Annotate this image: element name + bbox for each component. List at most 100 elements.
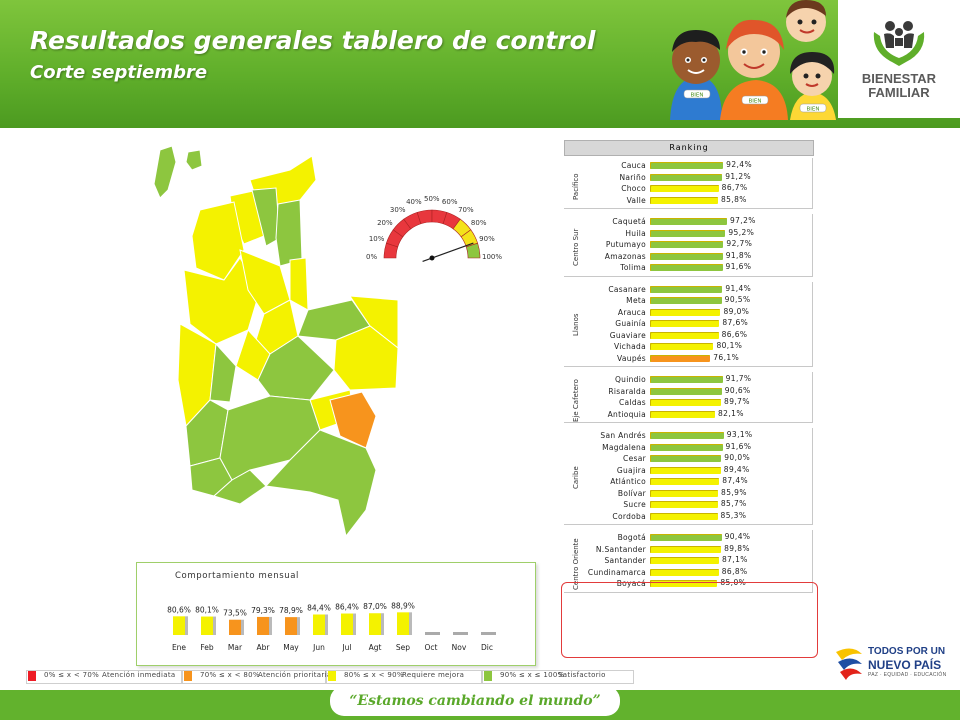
- month-value-label: 80,1%: [195, 606, 219, 615]
- ranking-bar: [650, 343, 714, 350]
- ranking-dept-label: Valle: [626, 195, 646, 205]
- bienestar-familiar-logo: BIENESTAR FAMILIAR: [838, 0, 960, 118]
- month-value-label: 73,5%: [223, 609, 247, 618]
- map-region-antioquia: [183, 257, 261, 345]
- month-bar-shade: [241, 619, 244, 635]
- ranking-dept-label: Boyacá: [616, 579, 646, 588]
- ranking-bar: [650, 545, 722, 553]
- ranking-bar: [650, 534, 722, 541]
- ranking-value-label: 82,1%: [718, 408, 744, 418]
- legend-swatch: [484, 671, 492, 681]
- ranking-dept-label: Vaupés: [617, 353, 646, 363]
- ranking-value-label: 85,9%: [721, 487, 747, 497]
- ranking-group-label: Llanos: [572, 313, 580, 337]
- ranking-value-label: 85,7%: [720, 499, 747, 508]
- ranking-group: [564, 281, 813, 367]
- ranking-value-label: 95,2%: [728, 227, 755, 237]
- ranking-dept-label: San Andrés: [600, 431, 646, 440]
- ranking-dept-label: Cesar: [623, 454, 646, 463]
- tp-line-3: PAZ · EQUIDAD · EDUCACIÓN: [868, 672, 947, 678]
- ranking-group: [564, 428, 813, 525]
- ranking-bar: [650, 512, 718, 520]
- page-title: Resultados generales tablero de control: [30, 26, 596, 55]
- month-value-label: 84,4%: [307, 603, 331, 612]
- ranking-value-label: 89,0%: [723, 306, 750, 316]
- ranking-value-label: 85,3%: [720, 510, 747, 520]
- month-tick-label: Dic: [481, 643, 493, 652]
- ranking-value-label: 86,6%: [721, 329, 748, 339]
- month-bar: [257, 616, 269, 635]
- gauge-tick-label: 100%: [482, 253, 503, 261]
- map-region-providencia: [185, 149, 203, 171]
- legend-swatch: [328, 671, 336, 681]
- ranking-bar: [650, 185, 719, 192]
- ranking-bar: [650, 410, 716, 418]
- ranking-dept-label: Choco: [621, 184, 646, 193]
- ranking-value-label: 90,4%: [724, 532, 751, 541]
- ranking-group-label: Caribe: [572, 465, 580, 489]
- month-bar-empty: [453, 632, 468, 635]
- gauge-segment: [465, 242, 481, 259]
- ranking-value-label: 91,4%: [725, 283, 752, 293]
- month-tick-label: Nov: [452, 643, 467, 652]
- month-bar: [229, 619, 241, 635]
- month-bar: [369, 613, 381, 635]
- legend-meaning: Atención inmediata: [102, 671, 176, 679]
- month-tick-label: Abr: [257, 643, 271, 652]
- month-bar: [201, 616, 213, 635]
- gauge-tick-label: 70%: [458, 206, 474, 215]
- ranking-value-label: 91,7%: [725, 374, 752, 383]
- ranking-value-label: 86,7%: [721, 183, 748, 192]
- ranking-dept-label: Putumayo: [605, 240, 646, 249]
- month-bar-shade: [269, 616, 272, 635]
- month-tick-label: May: [283, 643, 299, 652]
- chart-title: Comportamiento mensual: [174, 571, 300, 581]
- ranking-value-label: 87,4%: [722, 476, 749, 485]
- gauge-tick-label: 90%: [479, 235, 495, 244]
- ranking-group-label: Pacífico: [572, 173, 580, 200]
- kid-badge-text: BIEN: [807, 107, 820, 113]
- ranking-group: [564, 372, 813, 423]
- ranking-value-label: 92,7%: [726, 239, 753, 248]
- month-tick-label: Oct: [425, 643, 438, 652]
- month-bar: [173, 616, 185, 635]
- ranking-dept-label: Vichada: [614, 342, 646, 351]
- ranking-dept-label: Cordoba: [612, 511, 646, 521]
- month-bar-shade: [381, 613, 384, 635]
- legend-range: 90% ≤ x ≤ 100%: [500, 671, 565, 679]
- legend-meaning: Atención prioritaria: [258, 671, 332, 679]
- month-bar-shade: [213, 616, 216, 635]
- ranking-bar: [650, 320, 720, 327]
- ranking-value-label: 97,2%: [729, 216, 756, 225]
- gauge-tick-label: 20%: [377, 218, 393, 227]
- gauge-hub: [429, 255, 435, 261]
- month-tick-label: Mar: [228, 643, 243, 652]
- ranking-value-label: 87,6%: [722, 318, 749, 327]
- ranking-dept-label: Antioquia: [607, 409, 646, 419]
- ranking-bar: [650, 229, 726, 237]
- legend-range: 0% ≤ x < 70%: [44, 671, 100, 679]
- legend-range: 70% ≤ x < 80%: [200, 671, 260, 679]
- monthly-chart: Comportamiento mensual 80,6% Ene 80,1% Feb 7…: [136, 562, 536, 666]
- highlight-centro-oriente: [561, 582, 818, 658]
- ranking-group-label: Centro Sur: [572, 228, 580, 266]
- ranking-bar: [650, 399, 722, 406]
- ranking-value-label: 89,4%: [723, 464, 750, 474]
- ranking-dept-label: Santander: [604, 556, 646, 565]
- legend-meaning: Requiere mejora: [402, 671, 465, 679]
- month-tick-label: Jun: [312, 643, 325, 652]
- ranking-dept-label: Meta: [626, 296, 646, 305]
- ranking-group: [564, 214, 813, 277]
- gauge-tick-label: 40%: [406, 197, 422, 206]
- ranking-bar: [650, 196, 718, 204]
- ranking-bar: [650, 455, 722, 462]
- logo-line-2: FAMILIAR: [868, 85, 930, 100]
- ranking-value-label: 80,1%: [716, 341, 743, 350]
- legend-item: [326, 670, 482, 684]
- ranking-dept-label: Casanare: [608, 284, 646, 294]
- gauge-tick-label: 60%: [441, 197, 458, 206]
- ranking-bar: [650, 580, 718, 587]
- ranking-bar: [650, 285, 723, 293]
- ranking-value-label: 90,6%: [724, 385, 751, 395]
- ranking-dept-label: Guaviare: [609, 330, 646, 340]
